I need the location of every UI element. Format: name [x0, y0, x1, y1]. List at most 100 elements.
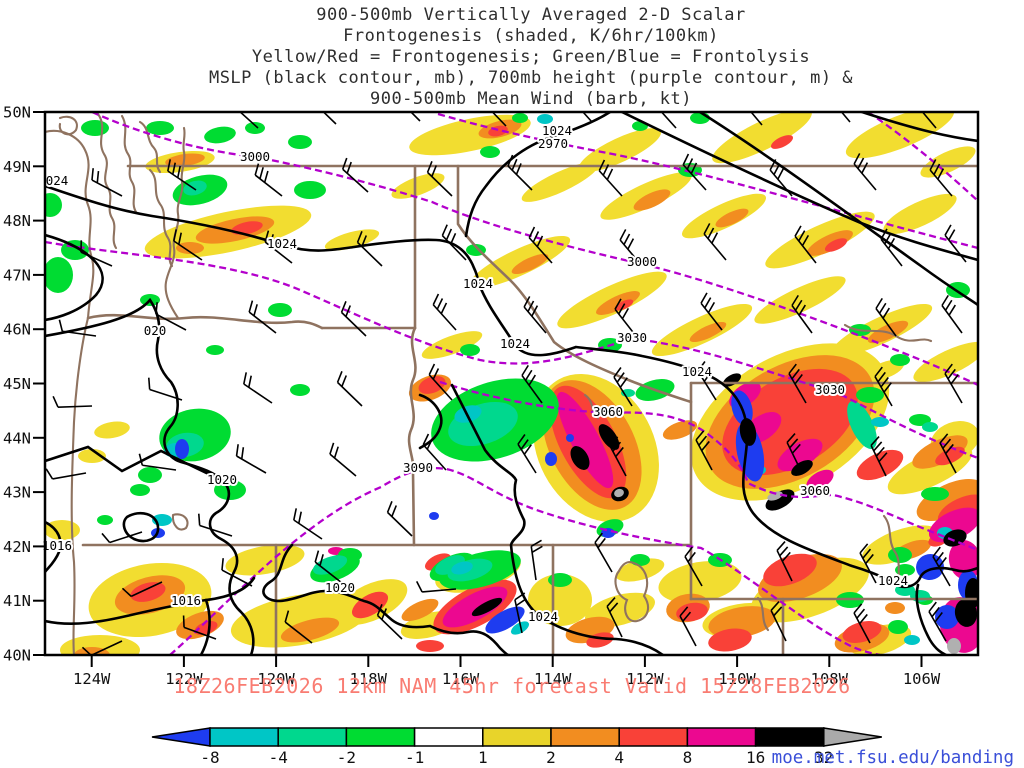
wind-barb-layer — [45, 112, 967, 655]
wind-barb-flag — [273, 237, 279, 250]
wind-barb — [167, 159, 197, 191]
wind-barb — [254, 163, 283, 197]
contour-label: 3000 — [240, 149, 270, 164]
wind-barb-flag — [619, 229, 627, 241]
shading-blob — [416, 640, 444, 652]
wind-barb — [232, 112, 259, 129]
wind-barb-flag — [176, 165, 181, 178]
colorbar-segment — [686, 727, 757, 747]
shading-blob — [548, 573, 572, 587]
coastline-river — [58, 115, 78, 136]
wind-barb-flag — [934, 612, 943, 623]
wind-barb-flag — [618, 303, 626, 315]
wind-barb — [147, 377, 183, 401]
shading-blob — [754, 276, 846, 324]
wind-barb-flag — [532, 231, 540, 243]
shading-blob — [842, 621, 882, 643]
wind-barb — [880, 228, 903, 267]
wind-barb-flag — [96, 170, 100, 183]
shading-blob — [245, 122, 265, 134]
colorbar-tick-label: -8 — [200, 748, 219, 767]
shading-blob — [947, 638, 961, 654]
shading-blob — [916, 478, 978, 522]
wind-barb — [568, 112, 593, 123]
wind-barb-flag — [791, 368, 800, 380]
wind-barb — [682, 153, 707, 191]
wind-barb — [684, 546, 703, 587]
wind-barb-flag — [346, 161, 352, 174]
mslp-contour-layer — [45, 112, 978, 655]
mslp-contour — [860, 112, 978, 143]
contour-label: 024 — [46, 173, 69, 188]
colorbar-segment — [754, 727, 825, 747]
wind-barb-flag — [597, 537, 606, 549]
wind-barb-flag — [616, 372, 625, 383]
wind-barb — [507, 154, 533, 191]
title-line-4: MSLP (black contour, mb), 700mb height (… — [209, 68, 853, 88]
wind-barb-flag — [707, 301, 716, 314]
shading-blob — [45, 193, 62, 217]
wind-barb-flag — [853, 603, 863, 614]
wind-barb — [329, 442, 357, 477]
lat-tick-label: 47N — [3, 266, 31, 284]
shading-blob — [130, 582, 166, 602]
wind-barb-flag — [528, 374, 537, 386]
lat-tick-label: 42N — [3, 538, 31, 556]
wind-barb-flag — [614, 298, 622, 310]
wind-barb-flag — [602, 164, 610, 176]
wind-barb-staff — [90, 640, 123, 655]
wind-barb-flag — [155, 302, 158, 315]
wind-barb — [314, 550, 343, 584]
wind-barb-flag — [243, 372, 248, 385]
wind-barb — [121, 581, 163, 598]
wind-barb-flag — [521, 364, 529, 376]
wind-barb-flag — [697, 361, 706, 372]
wind-barb-flag — [874, 366, 883, 378]
shading-blob — [847, 400, 877, 450]
wind-barb-flag — [445, 228, 453, 241]
wind-barb-flag — [197, 513, 201, 526]
wind-barb — [874, 366, 893, 407]
wind-barb-flag — [950, 374, 959, 385]
wind-barb-flag — [853, 153, 861, 165]
wind-barb — [827, 112, 851, 123]
wind-barb — [613, 367, 633, 407]
wind-barb-flag — [686, 158, 694, 170]
wind-barb-flag — [786, 433, 796, 443]
contour-label: 1020 — [207, 472, 237, 487]
wind-barb-flag — [381, 608, 388, 620]
wind-barb-flag — [695, 430, 705, 441]
shading-blob — [885, 602, 905, 614]
lat-tick-label: 44N — [3, 429, 31, 447]
shading-blob — [528, 574, 592, 626]
contour-label: 1024 — [463, 276, 493, 291]
shading-blob — [689, 321, 727, 343]
wind-barb-flag — [859, 613, 868, 625]
wind-barb-flag — [606, 168, 614, 180]
wind-barb — [928, 601, 947, 642]
mslp-contour — [45, 233, 104, 322]
wind-barb — [739, 112, 763, 126]
wind-barb-flag — [173, 229, 178, 242]
wind-barb-flag — [530, 539, 542, 548]
wind-barb-flag — [376, 604, 383, 616]
wind-barb-flag — [263, 170, 269, 183]
title-line-2: Frontogenesis (shaded, K/6hr/100km) — [343, 26, 719, 46]
mslp-contour — [45, 297, 255, 655]
shading-blob — [471, 597, 503, 617]
wind-barb-staff — [913, 112, 937, 129]
wind-barb-flag — [333, 446, 339, 459]
wind-barb — [770, 601, 787, 642]
wind-barb-flag — [773, 163, 781, 175]
wind-barb-flag — [873, 441, 883, 452]
wind-barb — [594, 532, 613, 573]
wind-barb-flag — [877, 371, 886, 383]
wind-barb — [284, 610, 313, 644]
wind-barb — [441, 224, 467, 261]
contour-label: 1024 — [878, 573, 908, 588]
shading-blob — [130, 484, 150, 496]
wind-barb-staff — [130, 581, 163, 598]
wind-barb — [341, 157, 369, 193]
wind-barb — [875, 297, 897, 337]
wind-barb-flag — [944, 224, 952, 236]
